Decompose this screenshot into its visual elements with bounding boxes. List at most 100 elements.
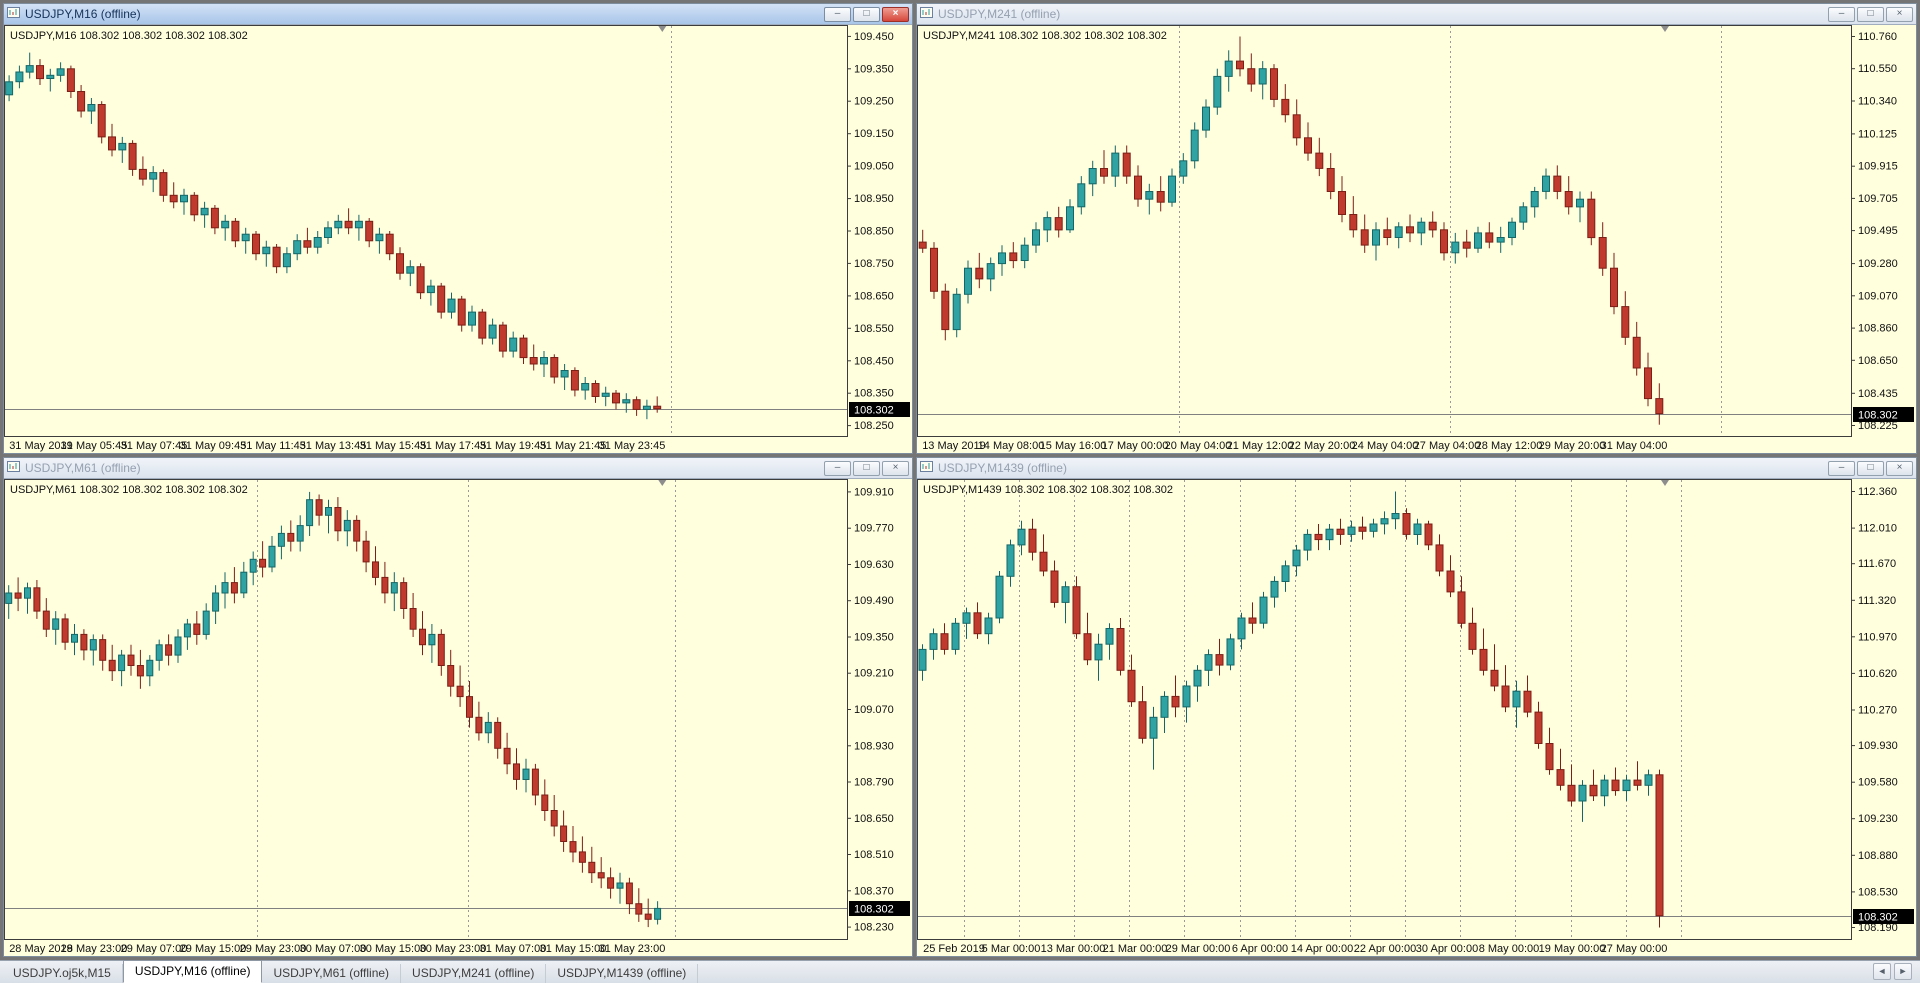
minimize-button[interactable]: – [1828, 6, 1855, 22]
tab-usdjpy-m16-offline[interactable]: USDJPY,M16 (offline) [122, 960, 263, 983]
tab-usdjpy-m61-offline[interactable]: USDJPY,M61 (offline) [262, 964, 402, 983]
tab-scroll-right-icon[interactable]: ► [1894, 963, 1912, 980]
svg-text:14 May 08:00: 14 May 08:00 [978, 440, 1045, 452]
restore-button[interactable]: □ [1857, 6, 1884, 22]
svg-text:28 May 2019: 28 May 2019 [9, 943, 73, 955]
restore-button[interactable]: □ [853, 6, 880, 22]
svg-text:30 May 15:00: 30 May 15:00 [360, 943, 427, 955]
window-titlebar[interactable]: USDJPY,M61 (offline) – □ × [4, 458, 912, 479]
restore-button[interactable]: □ [853, 460, 880, 476]
svg-text:108.650: 108.650 [854, 290, 894, 302]
svg-text:109.250: 109.250 [854, 96, 894, 108]
chart-canvas-m16[interactable]: 109.450 109.350 109.250 109.150 109.050 108.9… [4, 25, 912, 453]
svg-text:USDJPY,M1439 108.302 108.302: USDJPY,M1439 108.302 108.302 108.302 108… [923, 484, 1173, 496]
svg-text:6 Apr 00:00: 6 Apr 00:00 [1232, 943, 1288, 955]
svg-text:109.930: 109.930 [1858, 740, 1898, 752]
svg-text:110.270: 110.270 [1858, 705, 1897, 717]
svg-text:20 May 04:00: 20 May 04:00 [1165, 440, 1232, 452]
svg-text:31 May 13:45: 31 May 13:45 [300, 440, 367, 452]
svg-text:109.915: 109.915 [1858, 161, 1898, 173]
svg-text:8 May 00:00: 8 May 00:00 [1479, 943, 1540, 955]
svg-text:111.670: 111.670 [1858, 558, 1896, 570]
svg-text:108.750: 108.750 [854, 258, 894, 270]
chart-window-m16: USDJPY,M16 (offline) – □ × 109.450 109.35… [3, 3, 913, 454]
svg-text:109.280: 109.280 [1858, 258, 1898, 270]
svg-text:USDJPY,M241 108.302 108.302 1: USDJPY,M241 108.302 108.302 108.302 108.… [923, 30, 1167, 42]
svg-text:USDJPY,M61 108.302 108.302 10: USDJPY,M61 108.302 108.302 108.302 108.3… [10, 484, 248, 496]
svg-text:108.930: 108.930 [854, 740, 894, 752]
window-titlebar[interactable]: USDJPY,M16 (offline) – □ × [4, 4, 912, 25]
svg-text:30 Apr 00:00: 30 Apr 00:00 [1416, 943, 1478, 955]
svg-text:110.340: 110.340 [1858, 96, 1897, 108]
svg-text:14 Apr 00:00: 14 Apr 00:00 [1291, 943, 1353, 955]
svg-text:108.650: 108.650 [1858, 355, 1898, 367]
svg-text:108.302: 108.302 [1858, 410, 1898, 422]
chart-canvas-m1439[interactable]: 112.360 112.010 111.670 111.320 110.970 110.6… [917, 479, 1916, 956]
svg-text:108.190: 108.190 [1858, 922, 1898, 934]
svg-text:27 May 04:00: 27 May 04:00 [1414, 440, 1481, 452]
window-title: USDJPY,M1439 (offline) [938, 461, 1067, 475]
svg-text:109.050: 109.050 [854, 161, 894, 173]
svg-text:109.450: 109.450 [854, 31, 894, 43]
restore-button[interactable]: □ [1857, 460, 1884, 476]
tab-usdjpy-m241-offline[interactable]: USDJPY,M241 (offline) [401, 964, 547, 983]
svg-text:108.850: 108.850 [854, 226, 894, 238]
svg-text:28 May 23:00: 28 May 23:00 [61, 943, 128, 955]
minimize-button[interactable]: – [824, 6, 851, 22]
svg-text:31 May 21:45: 31 May 21:45 [540, 440, 607, 452]
svg-text:108.230: 108.230 [854, 922, 894, 934]
minimize-button[interactable]: – [1828, 460, 1855, 476]
svg-text:24 May 04:00: 24 May 04:00 [1352, 440, 1419, 452]
svg-text:31 May 19:45: 31 May 19:45 [480, 440, 547, 452]
window-titlebar[interactable]: USDJPY,M1439 (offline) – □ × [917, 458, 1916, 479]
chart-icon [7, 461, 20, 475]
svg-text:31 May 09:45: 31 May 09:45 [180, 440, 247, 452]
chart-canvas-m61[interactable]: 109.910 109.770 109.630 109.490 109.350 109.2… [4, 479, 912, 956]
close-button[interactable]: × [882, 460, 909, 476]
svg-text:108.950: 108.950 [854, 193, 894, 205]
svg-text:28 May 12:00: 28 May 12:00 [1476, 440, 1543, 452]
close-button[interactable]: × [1886, 460, 1913, 476]
chart-window-m61: USDJPY,M61 (offline) – □ × 109.910 109.77… [3, 457, 913, 957]
svg-text:29 May 07:00: 29 May 07:00 [121, 943, 188, 955]
svg-text:15 May 16:00: 15 May 16:00 [1040, 440, 1107, 452]
svg-text:110.125: 110.125 [1858, 128, 1897, 140]
svg-text:30 May 23:00: 30 May 23:00 [420, 943, 487, 955]
close-button[interactable]: × [1886, 6, 1913, 22]
svg-text:31 May 07:00: 31 May 07:00 [480, 943, 547, 955]
svg-text:109.705: 109.705 [1858, 193, 1898, 205]
svg-text:109.495: 109.495 [1858, 225, 1898, 237]
mdi-workspace: USDJPY,M16 (offline) – □ × 109.450 109.35… [3, 3, 1917, 957]
svg-text:31 May 04:00: 31 May 04:00 [1601, 440, 1668, 452]
svg-text:109.490: 109.490 [854, 595, 894, 607]
svg-text:31 May 23:00: 31 May 23:00 [599, 943, 666, 955]
svg-text:110.760: 110.760 [1858, 31, 1897, 43]
svg-text:31 May 07:45: 31 May 07:45 [121, 440, 188, 452]
svg-text:109.070: 109.070 [854, 704, 894, 716]
chart-window-m241: USDJPY,M241 (offline) – □ × 110.760 110.5… [916, 3, 1917, 454]
svg-text:108.302: 108.302 [1858, 912, 1898, 924]
chart-canvas-m241[interactable]: 110.760 110.550 110.340 110.125 109.915 109.7… [917, 25, 1916, 453]
svg-text:109.350: 109.350 [854, 63, 894, 75]
svg-text:22 Apr 00:00: 22 Apr 00:00 [1354, 943, 1416, 955]
minimize-button[interactable]: – [824, 460, 851, 476]
window-title: USDJPY,M16 (offline) [25, 7, 141, 21]
window-titlebar[interactable]: USDJPY,M241 (offline) – □ × [917, 4, 1916, 25]
close-button[interactable]: × [882, 6, 909, 22]
svg-text:108.880: 108.880 [1858, 850, 1898, 862]
svg-text:108.860: 108.860 [1858, 323, 1898, 335]
svg-text:110.550: 110.550 [1858, 63, 1897, 75]
svg-text:109.770: 109.770 [854, 523, 894, 535]
svg-text:31 May 15:45: 31 May 15:45 [360, 440, 427, 452]
svg-text:13 Mar 00:00: 13 Mar 00:00 [1041, 943, 1106, 955]
svg-text:109.910: 109.910 [854, 486, 894, 498]
svg-text:108.790: 108.790 [854, 777, 894, 789]
svg-text:31 May 15:00: 31 May 15:00 [540, 943, 607, 955]
svg-text:109.070: 109.070 [1858, 290, 1898, 302]
tab-usdjpy-m1439-offline[interactable]: USDJPY,M1439 (offline) [546, 964, 699, 983]
tab-usdjpy-oj5k-m15[interactable]: USDJPY.oj5k,M15 [2, 964, 123, 983]
svg-text:111.320: 111.320 [1858, 595, 1896, 607]
tab-scroll-left-icon[interactable]: ◄ [1873, 963, 1891, 980]
svg-text:USDJPY,M16 108.302 108.302 10: USDJPY,M16 108.302 108.302 108.302 108.3… [10, 30, 248, 42]
svg-text:17 May 00:00: 17 May 00:00 [1102, 440, 1169, 452]
